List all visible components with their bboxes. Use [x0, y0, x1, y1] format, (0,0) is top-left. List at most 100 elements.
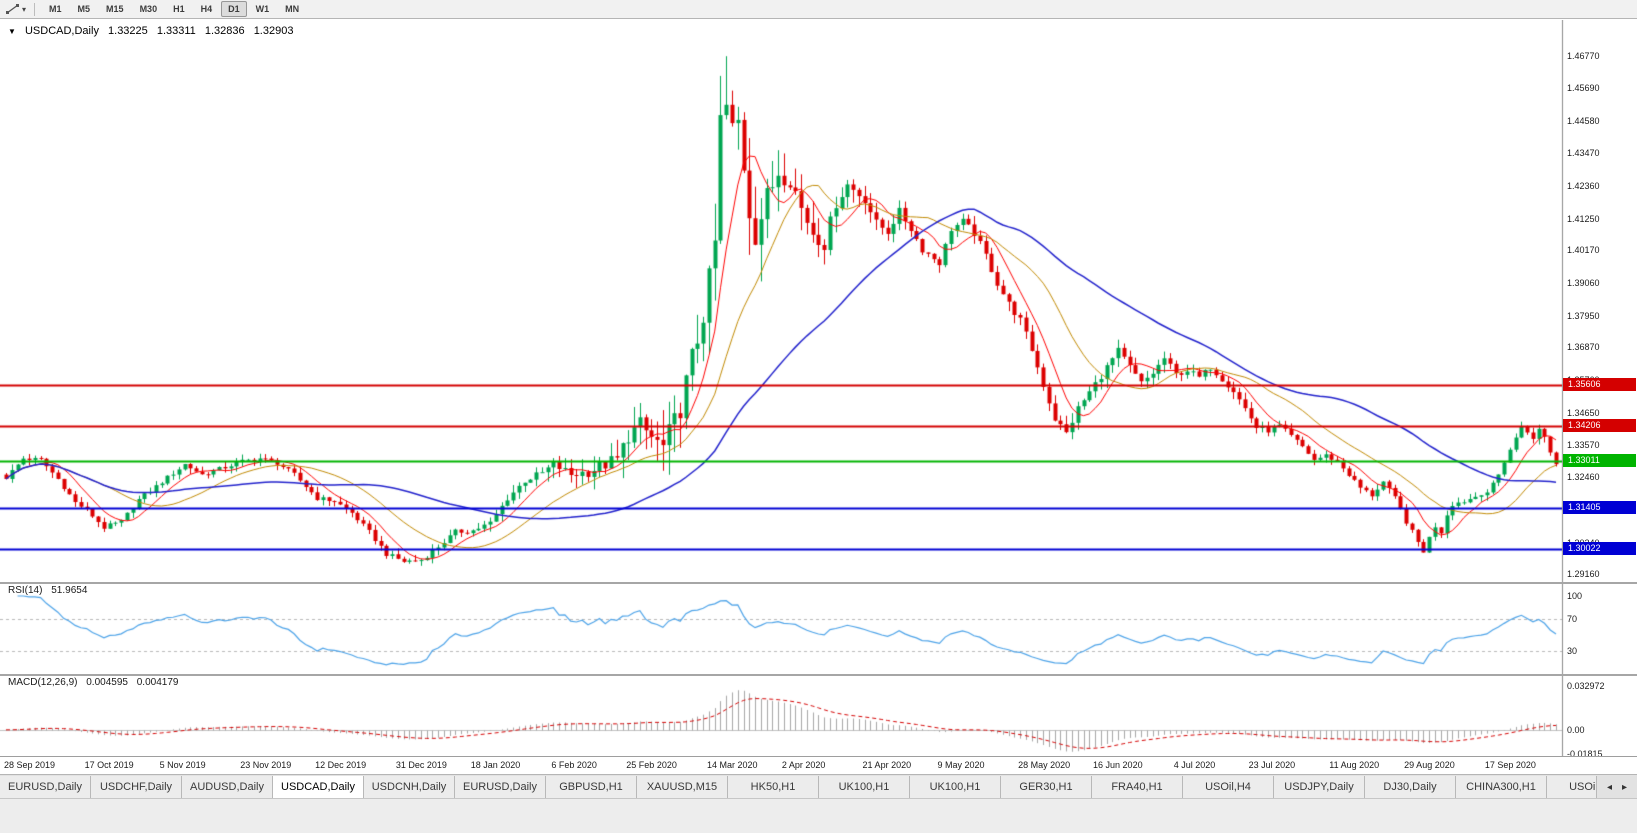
rsi-current-value: 51.9654 — [51, 585, 88, 596]
date-axis-label: 14 Mar 2020 — [706, 760, 758, 770]
price-axis-label: 1.29160 — [1567, 569, 1600, 580]
price-level-tag: 1.34206 — [1563, 418, 1636, 432]
date-axis-label: 18 Jan 2020 — [470, 760, 521, 770]
timeframe-button-mn[interactable]: MN — [285, 4, 300, 14]
date-axis-label: 28 Sep 2019 — [4, 760, 56, 770]
date-axis-label: 17 Sep 2020 — [1484, 760, 1536, 770]
timeframe-button-m15[interactable]: M15 — [106, 4, 124, 14]
macd-axis-label: 0.00 — [1567, 724, 1585, 735]
date-axis-label: 29 Aug 2020 — [1404, 760, 1455, 770]
line-tool-icon[interactable] — [4, 1, 22, 17]
chart-tab-uk100-h1[interactable]: UK100,H1 — [819, 776, 910, 798]
price-axis-label: 1.34650 — [1567, 407, 1600, 418]
chart-tab-fra40-h1[interactable]: FRA40,H1 — [1092, 776, 1183, 798]
price-axis-label: 1.36870 — [1567, 342, 1600, 353]
price-axis-label: 1.41250 — [1567, 213, 1600, 224]
ohlc-low: 1.32836 — [204, 25, 245, 37]
chart-tabs-bar: EURUSD,Daily USDCHF,Daily AUDUSD,Daily USDC… — [0, 774, 1637, 799]
price-chart-canvas[interactable] — [0, 20, 1637, 756]
price-level-tag: 1.33011 — [1563, 454, 1636, 468]
timeframe-button-m5[interactable]: M5 — [77, 4, 91, 14]
price-level-tag: 1.30022 — [1563, 541, 1636, 555]
symbol-name: USDCAD,Daily — [24, 25, 99, 37]
tab-scroll-arrows: ◂ ▸ — [1596, 776, 1637, 798]
date-axis-label: 6 Feb 2020 — [551, 760, 597, 770]
timeframe-button-m1[interactable]: M1 — [49, 4, 62, 14]
price-level-tag: 1.31405 — [1563, 501, 1636, 515]
chart-tab-usdchf-daily[interactable]: USDCHF,Daily — [91, 776, 182, 798]
chart-tab-china300-h1[interactable]: CHINA300,H1 — [1456, 776, 1547, 798]
top-toolbar: ▾ M1 M5 M15 M30 H1 H4 D1 W1 MN — [0, 0, 1637, 19]
rsi-macd-pane-divider[interactable] — [0, 674, 1637, 676]
chart-tab-dj30-daily[interactable]: DJ30,Daily — [1365, 776, 1456, 798]
timeframe-button-h1[interactable]: H1 — [173, 4, 185, 14]
chart-tab-usoil-h4[interactable]: USOil,H4 — [1183, 776, 1274, 798]
chart-tab-usdcad-daily[interactable]: USDCAD,Daily — [273, 776, 364, 798]
date-axis-label: 21 Apr 2020 — [862, 760, 912, 770]
macd-name: MACD(12,26,9) — [8, 677, 78, 688]
tab-scroll-left-icon[interactable]: ◂ — [1606, 781, 1612, 793]
timeframe-button-m30[interactable]: M30 — [139, 4, 158, 14]
chart-tab-eurusd-daily[interactable]: EURUSD,Daily — [455, 776, 546, 798]
timeframe-button-h4[interactable]: H4 — [200, 4, 213, 14]
rsi-indicator-label: RSI(14) 51.9654 — [8, 585, 93, 596]
price-axis-label: 1.33570 — [1567, 439, 1600, 450]
timeframe-button-d1[interactable]: D1 — [221, 1, 247, 17]
chart-tab-xauusd-m15[interactable]: XAUUSD,M15 — [637, 776, 728, 798]
price-axis-label: 1.32460 — [1567, 472, 1600, 483]
price-axis-label: 1.39060 — [1567, 278, 1600, 289]
chart-tab-usoil-h1[interactable]: USOil,H1 — [1547, 776, 1597, 798]
timeframe-button-w1[interactable]: W1 — [255, 4, 270, 14]
chart-tab-audusd-daily[interactable]: AUDUSD,Daily — [182, 776, 273, 798]
ohlc-high: 1.33311 — [156, 25, 196, 37]
rsi-axis-label: 30 — [1567, 645, 1578, 656]
date-axis-label: 23 Jul 2020 — [1248, 760, 1296, 770]
rsi-name: RSI(14) — [8, 585, 43, 596]
date-axis-label: 28 May 2020 — [1018, 760, 1071, 770]
date-axis-label: 12 Dec 2019 — [315, 760, 367, 770]
chart-tab-eurusd-daily[interactable]: EURUSD,Daily — [0, 776, 91, 798]
date-axis-label: 5 Nov 2019 — [159, 760, 206, 770]
date-axis-label: 2 Apr 2020 — [781, 760, 826, 770]
symbol-dropdown-icon[interactable]: ▼ — [8, 27, 16, 36]
price-axis-label: 1.40170 — [1567, 245, 1600, 256]
macd-axis-label: -0.01815 — [1567, 749, 1603, 759]
date-axis-label: 9 May 2020 — [937, 760, 985, 770]
date-axis-label: 17 Oct 2019 — [84, 760, 134, 770]
price-rsi-pane-divider[interactable] — [0, 582, 1637, 584]
chart-tab-usdcnh-daily[interactable]: USDCNH,Daily — [364, 776, 455, 798]
price-axis-label: 1.42360 — [1567, 180, 1600, 191]
chart-symbol-header: ▼ USDCAD,Daily 1.33225 1.33311 1.32836 1… — [8, 25, 299, 37]
chart-tabs: EURUSD,Daily USDCHF,Daily AUDUSD,Daily USDC… — [0, 776, 1597, 799]
price-level-tag: 1.35606 — [1563, 377, 1636, 391]
price-axis-label: 1.37950 — [1567, 310, 1600, 321]
price-axis-label: 1.45690 — [1567, 82, 1600, 93]
chart-tab-ger30-h1[interactable]: GER30,H1 — [1001, 776, 1092, 798]
ohlc-close: 1.32903 — [253, 25, 294, 37]
chart-area: ▼ USDCAD,Daily 1.33225 1.33311 1.32836 1… — [0, 20, 1637, 759]
macd-indicator-label: MACD(12,26,9) 0.004595 0.004179 — [8, 677, 184, 688]
date-axis-label: 25 Feb 2020 — [626, 760, 677, 770]
chart-tab-usdjpy-daily[interactable]: USDJPY,Daily — [1274, 776, 1365, 798]
date-axis-label: 4 Jul 2020 — [1173, 760, 1216, 770]
tab-scroll-right-icon[interactable]: ▸ — [1622, 781, 1628, 793]
chart-tab-hk50-h1[interactable]: HK50,H1 — [728, 776, 819, 798]
price-axis-label: 1.46770 — [1567, 51, 1600, 62]
date-axis-label: 31 Dec 2019 — [395, 760, 447, 770]
date-axis-label: 23 Nov 2019 — [240, 760, 292, 770]
price-axis-label: 1.44580 — [1567, 115, 1600, 126]
price-axis-label: 1.43470 — [1567, 148, 1600, 159]
chart-tab-uk100-h1[interactable]: UK100,H1 — [910, 776, 1001, 798]
date-axis-label: 16 Jun 2020 — [1093, 760, 1143, 770]
ohlc-open: 1.33225 — [108, 25, 148, 37]
macd-signal-value: 0.004179 — [136, 677, 179, 688]
trendline-glyph — [6, 4, 19, 14]
timeframe-button-group: M1 M5 M15 M30 H1 H4 D1 W1 MN — [41, 1, 307, 17]
status-bar — [0, 798, 1637, 833]
tool-dropdown-caret-icon[interactable]: ▾ — [22, 4, 27, 14]
macd-current-value: 0.004595 — [86, 677, 128, 688]
chart-tab-gbpusd-h1[interactable]: GBPUSD,H1 — [546, 776, 637, 798]
date-axis-label: 11 Aug 2020 — [1329, 760, 1380, 770]
rsi-axis-label: 70 — [1567, 614, 1578, 625]
